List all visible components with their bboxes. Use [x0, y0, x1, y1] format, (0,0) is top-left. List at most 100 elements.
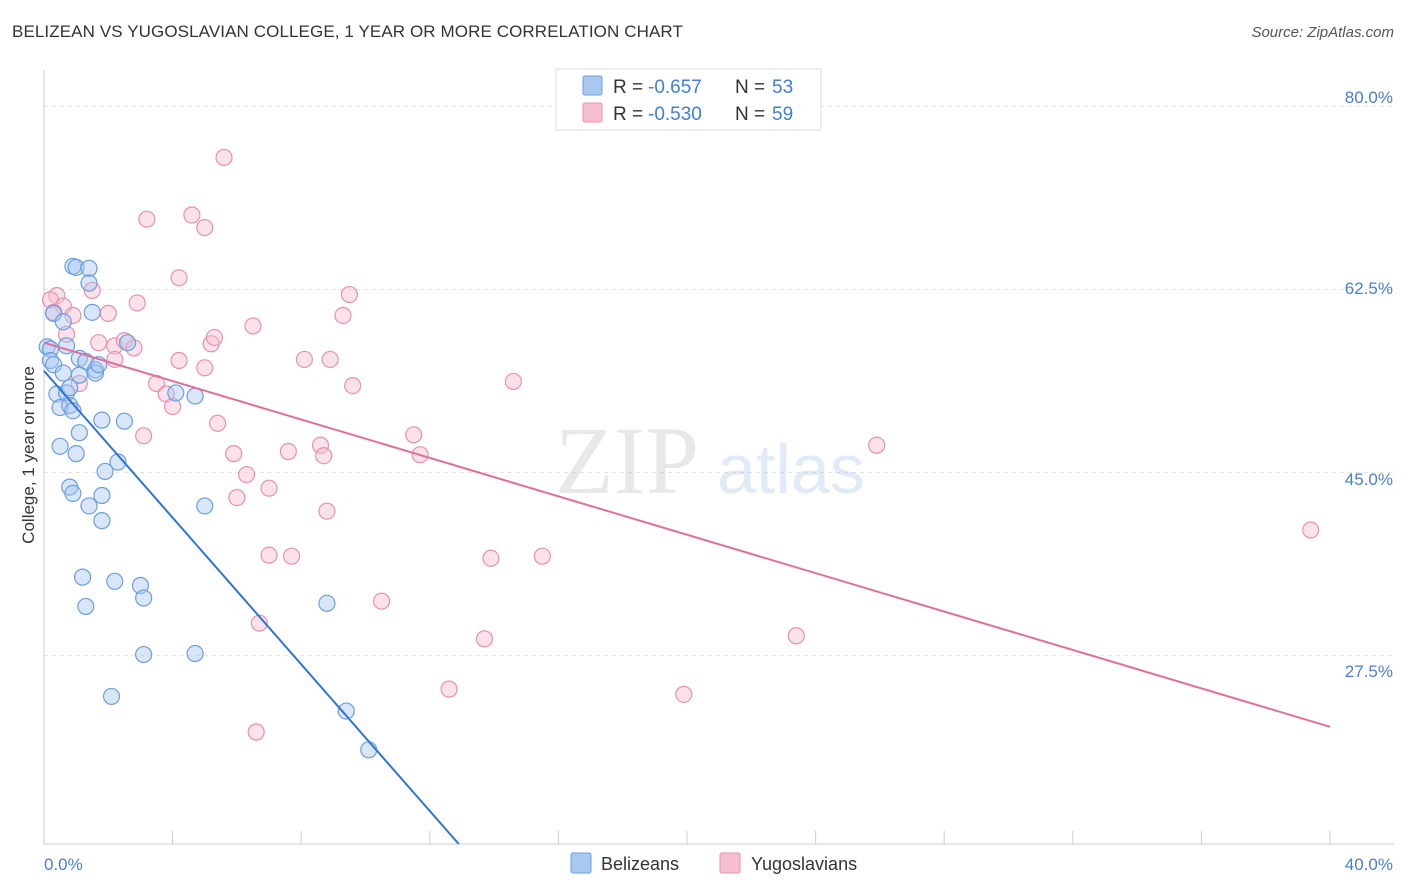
watermark-zip: ZIP	[555, 407, 699, 514]
belizeans-point	[67, 258, 85, 276]
belizeans-point	[73, 568, 92, 586]
yugoslavians-point	[405, 426, 423, 444]
source-label: Source: ZipAtlas.com	[1251, 24, 1394, 41]
belizeans-point	[115, 412, 133, 430]
belizeans-point	[96, 462, 114, 481]
yugoslavians-point	[533, 547, 551, 565]
legend-r-label: R =	[613, 77, 643, 98]
yugoslavians-point	[315, 447, 333, 465]
legend-label-belizeans: Belizeans	[601, 854, 679, 874]
yugoslavians-point	[504, 372, 522, 391]
yugoslavians-point	[675, 685, 693, 703]
belizeans-point	[54, 313, 72, 331]
belizeans-point	[318, 594, 336, 612]
yugoslavians-point	[225, 445, 243, 463]
yugoslavians-point	[334, 306, 352, 325]
series-legend: Belizeans Yugoslavians	[570, 852, 857, 874]
yugoslavians-point	[260, 546, 278, 564]
yugoslavians-point	[196, 359, 214, 377]
legend-n-label: N =	[735, 77, 765, 98]
yugoslavians-point	[787, 627, 805, 645]
belizeans-point	[135, 645, 153, 664]
yugoslavians-point	[340, 285, 359, 304]
watermark-atlas: atlas	[717, 430, 865, 508]
yugoslavians-point	[318, 502, 336, 520]
belizeans-point	[102, 687, 121, 706]
chart-title: BELIZEAN VS YUGOSLAVIAN COLLEGE, 1 YEAR …	[12, 22, 683, 41]
yugoslavians-point	[138, 210, 156, 228]
yugoslavians-point	[295, 350, 314, 369]
y-tick-label: 80.0%	[1345, 88, 1393, 107]
yugoslavians-point	[205, 328, 223, 347]
belizeans-point	[167, 384, 185, 402]
yugoslavians-point	[164, 397, 182, 416]
yugoslavians-point	[128, 294, 146, 312]
belizeans-point	[93, 486, 111, 505]
belizeans-point	[80, 274, 98, 292]
x-tick-label-max: 40.0%	[1345, 855, 1393, 874]
legend-n-label: N =	[735, 104, 765, 125]
belizeans-point	[83, 303, 101, 321]
belizeans-point	[106, 572, 124, 590]
belizeans-point	[61, 379, 79, 397]
yugoslavians-point	[247, 723, 265, 741]
belizeans-point	[93, 411, 111, 429]
belizeans-point	[186, 644, 204, 663]
yugoslavians-point	[90, 334, 108, 352]
belizeans-point	[80, 259, 98, 277]
yugoslavians-point	[372, 592, 391, 610]
belizeans-point	[337, 702, 355, 720]
gridlines	[44, 105, 1394, 657]
yugoslavians-point	[244, 317, 262, 335]
watermark: ZIP atlas	[555, 407, 865, 514]
legend-label-yugoslavians: Yugoslavians	[751, 854, 857, 874]
belizeans-trend-line	[43, 370, 460, 845]
belizeans-point	[64, 484, 82, 502]
legend-n-value: 53	[772, 77, 793, 98]
yugoslavians-point	[183, 206, 201, 224]
belizeans-point	[135, 589, 153, 607]
belizeans-point	[51, 437, 69, 455]
yugoslavians-point	[282, 547, 301, 565]
x-axis-ticks	[43, 831, 1331, 844]
y-tick-label: 27.5%	[1345, 662, 1393, 681]
belizeans-point	[67, 445, 85, 463]
belizeans-point	[196, 497, 214, 515]
yugoslavians-point	[209, 414, 227, 432]
belizeans-point	[70, 366, 88, 384]
belizeans-point	[54, 364, 72, 382]
yugoslavians-point	[482, 549, 500, 567]
x-tick-label-min: 0.0%	[44, 855, 83, 874]
yugoslavians-point	[311, 436, 330, 454]
yugoslavians-point	[215, 148, 233, 167]
yugoslavians-point	[279, 442, 297, 461]
y-tick-label: 62.5%	[1345, 279, 1393, 298]
belizeans-point	[77, 597, 95, 616]
y-axis-title: College, 1 year or more	[19, 366, 38, 544]
legend-r-value: -0.530	[648, 104, 702, 125]
legend-r-label: R =	[613, 104, 643, 125]
yugoslavians-point	[868, 436, 886, 454]
yugoslavians-point	[135, 427, 153, 445]
legend-swatch-pink	[582, 102, 603, 123]
trend-lines	[43, 341, 1331, 845]
correlation-legend: R = -0.657 N = 53 R = -0.530 N = 59	[555, 68, 822, 131]
belizeans-point	[70, 424, 88, 442]
series-belizeans-points	[38, 257, 378, 759]
series-yugoslavians-points	[41, 148, 1320, 741]
legend-swatch-yugoslavians	[719, 852, 741, 874]
legend-swatch-blue	[582, 75, 603, 96]
belizeans-point	[93, 512, 111, 530]
yugoslavians-point	[321, 350, 339, 369]
legend-n-value: 59	[772, 104, 793, 125]
yugoslavians-point	[64, 306, 82, 325]
yugoslavians-point	[170, 269, 188, 287]
yugoslavians-point	[237, 465, 256, 484]
legend-r-value: -0.657	[648, 77, 702, 98]
y-tick-labels: 80.0% 62.5% 45.0% 27.5%	[1345, 88, 1393, 681]
belizeans-point	[118, 334, 137, 352]
yugoslavians-point	[99, 304, 117, 322]
yugoslavians-point	[170, 351, 188, 370]
yugoslavians-point	[344, 377, 362, 395]
